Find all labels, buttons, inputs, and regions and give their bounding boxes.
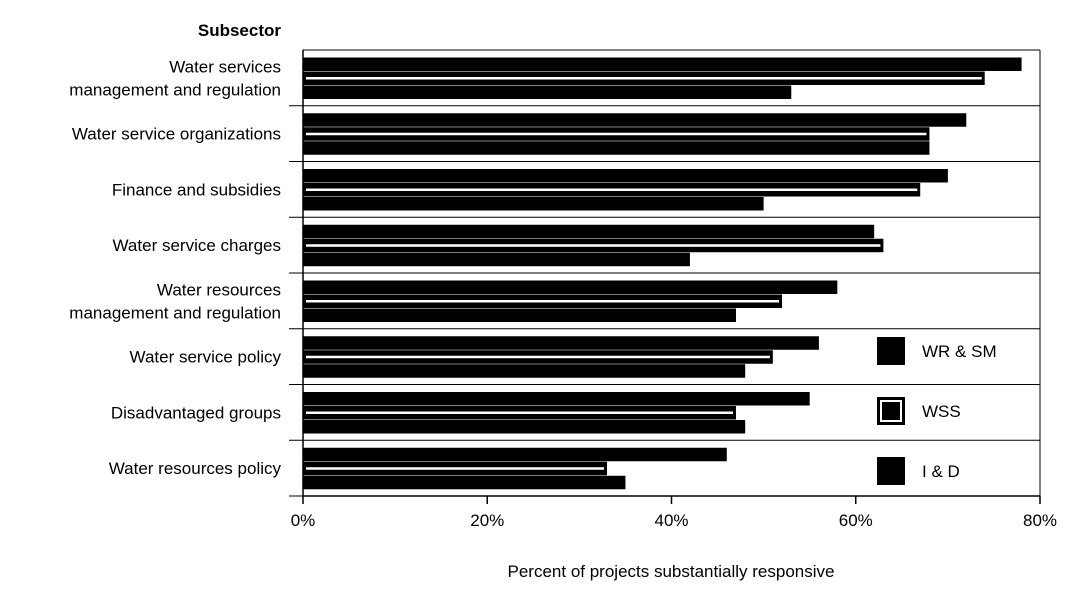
category-label: Water service policy — [130, 348, 282, 367]
legend-swatch — [877, 457, 905, 485]
bar-i-d — [303, 252, 690, 267]
bar-i-d — [303, 364, 746, 378]
bar-wss-inner-line — [306, 411, 733, 414]
bar-i-d — [303, 141, 930, 155]
bar-wr-sm — [303, 392, 810, 406]
category-label: management and regulation — [69, 303, 281, 322]
x-tick-label: 20% — [470, 511, 504, 530]
legend-item: WSS — [877, 397, 961, 425]
category-label: Finance and subsidies — [112, 180, 281, 199]
legend-item: I & D — [877, 457, 960, 485]
bar-wss-inner-line — [306, 188, 918, 191]
bar-i-d — [303, 197, 764, 211]
bar-i-d — [303, 475, 626, 490]
x-tick-label: 0% — [291, 511, 316, 530]
bar-wss-inner-line — [306, 355, 770, 359]
bar-i-d — [303, 308, 736, 322]
category-label: Water service charges — [113, 236, 281, 255]
bar-wr-sm — [303, 336, 819, 350]
category-label: Water resources — [157, 280, 281, 299]
legend-swatch-inner — [880, 400, 902, 422]
legend-item: WR & SM — [877, 337, 997, 365]
category-label: Disadvantaged groups — [111, 403, 281, 422]
bar-i-d — [303, 420, 746, 434]
bar-wr-sm — [303, 224, 875, 239]
bar-wss-inner-line — [306, 300, 780, 303]
legend-label: WR & SM — [922, 342, 997, 361]
bar-wr-sm — [303, 57, 1022, 71]
bar-wss-inner-line — [306, 467, 605, 470]
bar-wr-sm — [303, 280, 838, 294]
category-label: Water service organizations — [72, 125, 281, 144]
legend-label: I & D — [922, 462, 960, 481]
y-axis-title: Subsector — [198, 21, 282, 40]
x-axis-title: Percent of projects substantially respon… — [508, 562, 835, 581]
category-label: Water resources policy — [109, 459, 282, 478]
legend-swatch — [877, 337, 905, 365]
bar-wss-inner-line — [306, 77, 982, 80]
bar-wss-inner-line — [306, 132, 927, 136]
x-tick-label: 80% — [1023, 511, 1057, 530]
bar-wss-inner-line — [306, 244, 881, 247]
category-label: Water services — [169, 57, 281, 76]
x-tick-label: 40% — [654, 511, 688, 530]
bar-wr-sm — [303, 447, 727, 462]
category-label: management and regulation — [69, 80, 281, 99]
legend-label: WSS — [922, 402, 961, 421]
x-tick-label: 60% — [839, 511, 873, 530]
bar-wr-sm — [303, 169, 948, 183]
bar-i-d — [303, 85, 792, 99]
bar-wr-sm — [303, 113, 967, 127]
